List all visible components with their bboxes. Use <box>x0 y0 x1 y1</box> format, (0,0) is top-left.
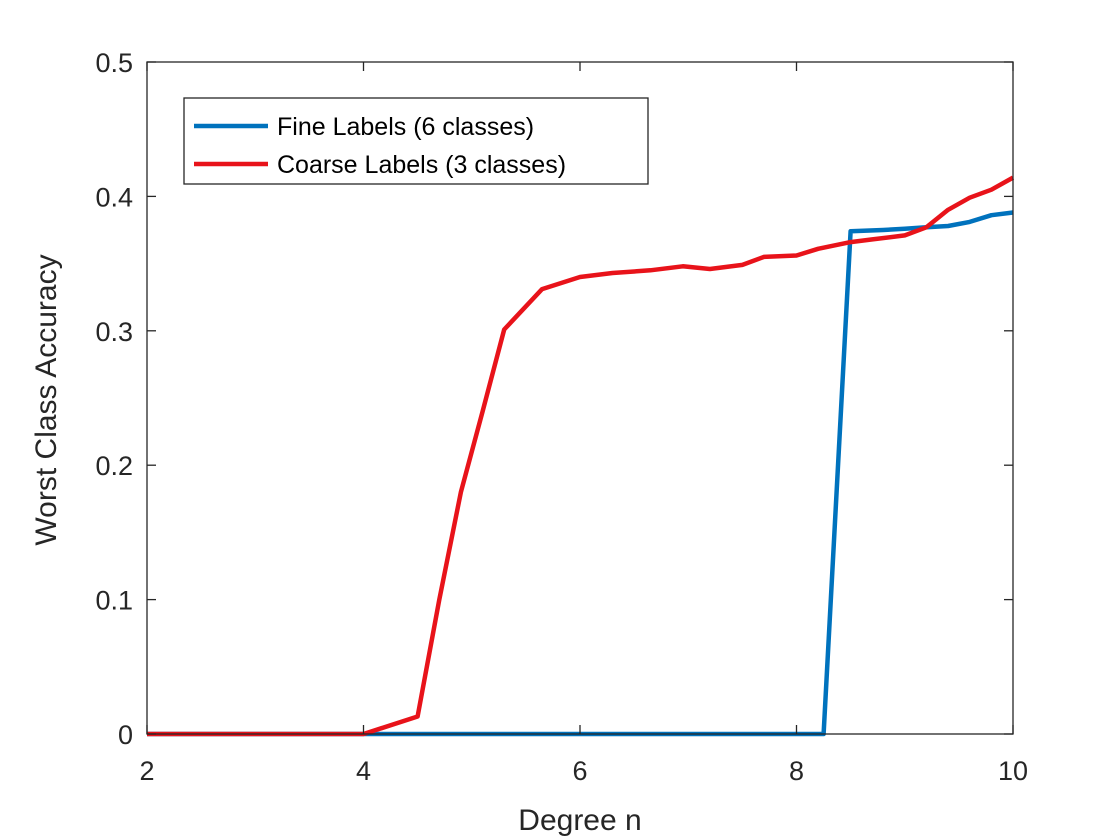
y-tick-label: 0 <box>118 720 133 750</box>
series-line-2 <box>147 175 1015 737</box>
legend-box <box>183 97 649 185</box>
legend: Fine Labels (6 classes) Coarse Labels (3 … <box>183 97 649 185</box>
axes: 2 4 6 8 10 0 0.1 0.2 0.3 0.4 0.5 <box>95 48 1028 786</box>
x-tick-label: 6 <box>572 756 587 786</box>
legend-label-2: Coarse Labels (3 classes) <box>277 151 566 179</box>
legend-label-1: Fine Labels (6 classes) <box>277 113 534 141</box>
x-tick-label: 2 <box>139 756 154 786</box>
y-tick-label: 0.5 <box>95 48 133 78</box>
y-tick-label: 0.3 <box>95 317 133 347</box>
y-tick-label: 0.1 <box>95 586 133 616</box>
x-tick-label: 8 <box>789 756 804 786</box>
y-tick-label: 0.4 <box>95 182 133 212</box>
x-tick-label: 10 <box>998 756 1028 786</box>
x-tick-label: 4 <box>356 756 371 786</box>
x-axis-title: Degree n <box>518 804 641 837</box>
y-axis-title: Worst Class Accuracy <box>30 254 63 545</box>
y-tick-label: 0.2 <box>95 451 133 481</box>
